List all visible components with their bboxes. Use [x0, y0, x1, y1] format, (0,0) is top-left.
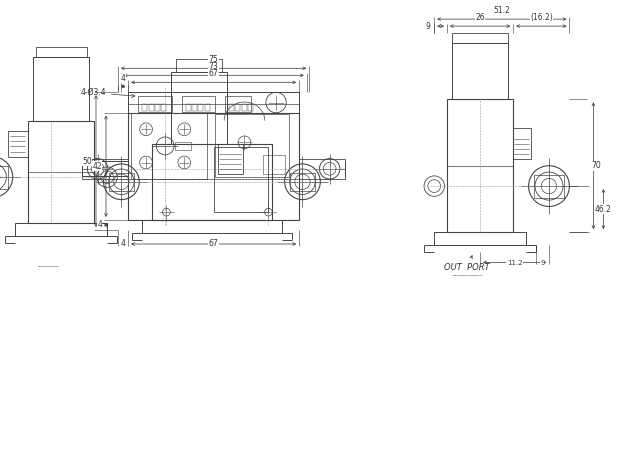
Bar	[534, 175, 564, 197]
Text: 73: 73	[209, 62, 219, 71]
Text: 9: 9	[426, 22, 430, 30]
Text: 67: 67	[209, 239, 219, 248]
Text: IN PORT: IN PORT	[0, 467, 1, 468]
Bar	[33, 57, 89, 121]
Text: (16.2): (16.2)	[530, 13, 552, 22]
Bar	[205, 103, 210, 110]
Bar	[149, 103, 154, 110]
Text: OUT  PORT: OUT PORT	[444, 256, 490, 272]
Bar	[0, 166, 8, 189]
Bar	[186, 103, 191, 110]
Text: 46.2: 46.2	[594, 205, 611, 213]
Text: 11.2: 11.2	[507, 260, 522, 266]
Bar	[218, 144, 243, 174]
Bar	[434, 232, 526, 245]
Text: 4: 4	[121, 74, 126, 83]
Bar	[171, 72, 227, 144]
Bar	[225, 96, 251, 112]
Bar	[235, 103, 241, 110]
Text: ________: ________	[37, 263, 59, 267]
Bar	[142, 103, 148, 110]
Text: 4: 4	[97, 220, 102, 229]
Bar	[28, 121, 94, 223]
Bar	[15, 223, 107, 236]
Bar	[452, 44, 508, 99]
Bar	[161, 103, 166, 110]
Text: 70: 70	[592, 161, 601, 170]
Bar	[82, 159, 128, 179]
Text: 4: 4	[121, 239, 126, 248]
Bar	[447, 99, 513, 232]
Bar	[290, 173, 315, 190]
Bar	[155, 103, 160, 110]
Text: 50: 50	[82, 157, 92, 166]
Text: 67: 67	[209, 69, 219, 78]
Bar	[229, 103, 234, 110]
Bar	[176, 142, 191, 150]
Bar	[142, 220, 282, 233]
Text: 26: 26	[476, 13, 485, 22]
Text: 9: 9	[541, 260, 545, 266]
Bar	[192, 103, 197, 110]
Bar	[176, 59, 222, 72]
Bar	[131, 113, 208, 179]
Bar	[198, 103, 203, 110]
Bar	[452, 33, 508, 44]
Bar	[215, 115, 289, 176]
Bar	[36, 47, 87, 57]
Bar	[109, 173, 134, 190]
Bar	[128, 92, 299, 113]
Bar	[242, 103, 247, 110]
Bar	[299, 159, 345, 179]
Bar	[214, 147, 268, 212]
Text: 51.2: 51.2	[494, 6, 510, 15]
Bar	[513, 129, 531, 159]
Bar	[182, 96, 215, 112]
Text: 4-Ø3.4: 4-Ø3.4	[80, 88, 135, 97]
Text: 75: 75	[209, 55, 219, 64]
Bar	[263, 155, 285, 174]
Bar	[248, 103, 253, 110]
Bar	[138, 96, 171, 112]
Bar	[128, 113, 299, 220]
Text: 42: 42	[92, 162, 102, 171]
Bar	[8, 131, 28, 157]
Bar	[152, 144, 272, 220]
Text: ___________: ___________	[452, 271, 482, 277]
